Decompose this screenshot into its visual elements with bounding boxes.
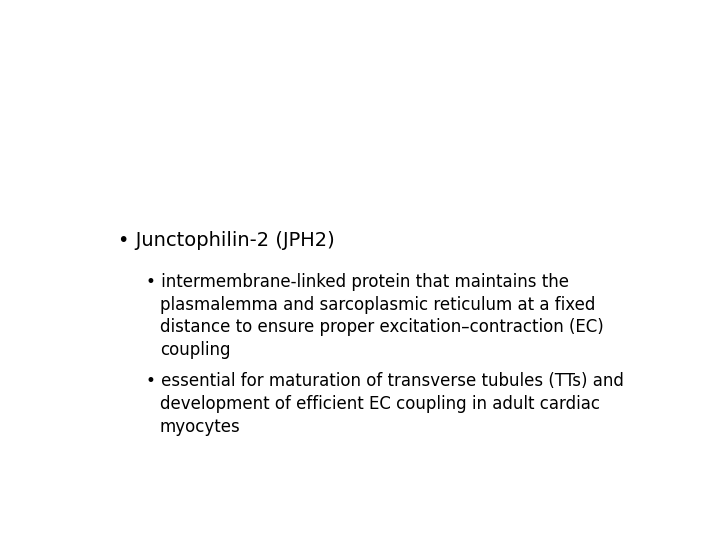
Text: • intermembrane-linked protein that maintains the: • intermembrane-linked protein that main… [145, 273, 569, 291]
Text: distance to ensure proper excitation–contraction (EC): distance to ensure proper excitation–con… [160, 319, 603, 336]
Text: coupling: coupling [160, 341, 230, 359]
Text: myocytes: myocytes [160, 418, 240, 436]
Text: plasmalemma and sarcoplasmic reticulum at a fixed: plasmalemma and sarcoplasmic reticulum a… [160, 295, 595, 314]
Text: • Junctophilin-2 (JPH2): • Junctophilin-2 (JPH2) [118, 231, 335, 250]
Text: • essential for maturation of transverse tubules (TTs) and: • essential for maturation of transverse… [145, 373, 624, 390]
Text: development of efficient EC coupling in adult cardiac: development of efficient EC coupling in … [160, 395, 600, 413]
